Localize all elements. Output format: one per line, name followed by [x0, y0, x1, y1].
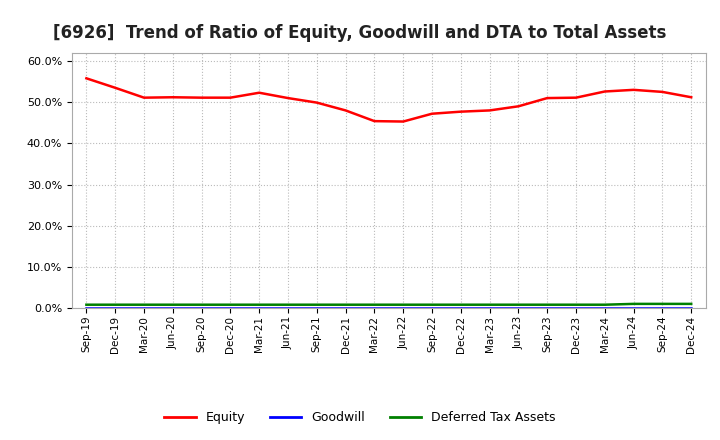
Equity	[341, 108, 350, 113]
Deferred Tax Assets	[399, 302, 408, 308]
Line: Equity: Equity	[86, 78, 691, 121]
Deferred Tax Assets	[572, 302, 580, 308]
Deferred Tax Assets	[82, 302, 91, 308]
Legend: Equity, Goodwill, Deferred Tax Assets: Equity, Goodwill, Deferred Tax Assets	[159, 407, 561, 429]
Goodwill	[658, 305, 667, 311]
Deferred Tax Assets	[168, 302, 177, 308]
Deferred Tax Assets	[456, 302, 465, 308]
Equity	[82, 76, 91, 81]
Goodwill	[399, 305, 408, 311]
Equity	[197, 95, 206, 100]
Equity	[456, 109, 465, 114]
Equity	[140, 95, 148, 100]
Goodwill	[629, 305, 638, 311]
Text: [6926]  Trend of Ratio of Equity, Goodwill and DTA to Total Assets: [6926] Trend of Ratio of Equity, Goodwil…	[53, 24, 667, 42]
Equity	[312, 100, 321, 105]
Goodwill	[284, 305, 292, 311]
Deferred Tax Assets	[312, 302, 321, 308]
Deferred Tax Assets	[370, 302, 379, 308]
Goodwill	[197, 305, 206, 311]
Equity	[572, 95, 580, 100]
Equity	[168, 95, 177, 100]
Deferred Tax Assets	[226, 302, 235, 308]
Equity	[284, 95, 292, 101]
Goodwill	[687, 305, 696, 311]
Equity	[514, 104, 523, 109]
Equity	[687, 95, 696, 100]
Deferred Tax Assets	[341, 302, 350, 308]
Deferred Tax Assets	[284, 302, 292, 308]
Deferred Tax Assets	[629, 301, 638, 307]
Goodwill	[140, 305, 148, 311]
Goodwill	[428, 305, 436, 311]
Goodwill	[255, 305, 264, 311]
Deferred Tax Assets	[658, 301, 667, 307]
Goodwill	[600, 305, 609, 311]
Goodwill	[341, 305, 350, 311]
Goodwill	[543, 305, 552, 311]
Goodwill	[226, 305, 235, 311]
Goodwill	[514, 305, 523, 311]
Equity	[428, 111, 436, 116]
Goodwill	[370, 305, 379, 311]
Deferred Tax Assets	[485, 302, 494, 308]
Deferred Tax Assets	[197, 302, 206, 308]
Equity	[658, 89, 667, 95]
Equity	[255, 90, 264, 95]
Deferred Tax Assets	[543, 302, 552, 308]
Goodwill	[82, 305, 91, 311]
Goodwill	[456, 305, 465, 311]
Deferred Tax Assets	[428, 302, 436, 308]
Deferred Tax Assets	[111, 302, 120, 308]
Goodwill	[168, 305, 177, 311]
Goodwill	[485, 305, 494, 311]
Equity	[485, 108, 494, 113]
Goodwill	[312, 305, 321, 311]
Deferred Tax Assets	[687, 301, 696, 307]
Equity	[399, 119, 408, 124]
Equity	[629, 87, 638, 92]
Deferred Tax Assets	[140, 302, 148, 308]
Equity	[111, 85, 120, 91]
Goodwill	[572, 305, 580, 311]
Deferred Tax Assets	[600, 302, 609, 308]
Goodwill	[111, 305, 120, 311]
Equity	[543, 95, 552, 101]
Equity	[226, 95, 235, 100]
Deferred Tax Assets	[514, 302, 523, 308]
Deferred Tax Assets	[255, 302, 264, 308]
Equity	[600, 89, 609, 94]
Equity	[370, 118, 379, 124]
Line: Deferred Tax Assets: Deferred Tax Assets	[86, 304, 691, 305]
